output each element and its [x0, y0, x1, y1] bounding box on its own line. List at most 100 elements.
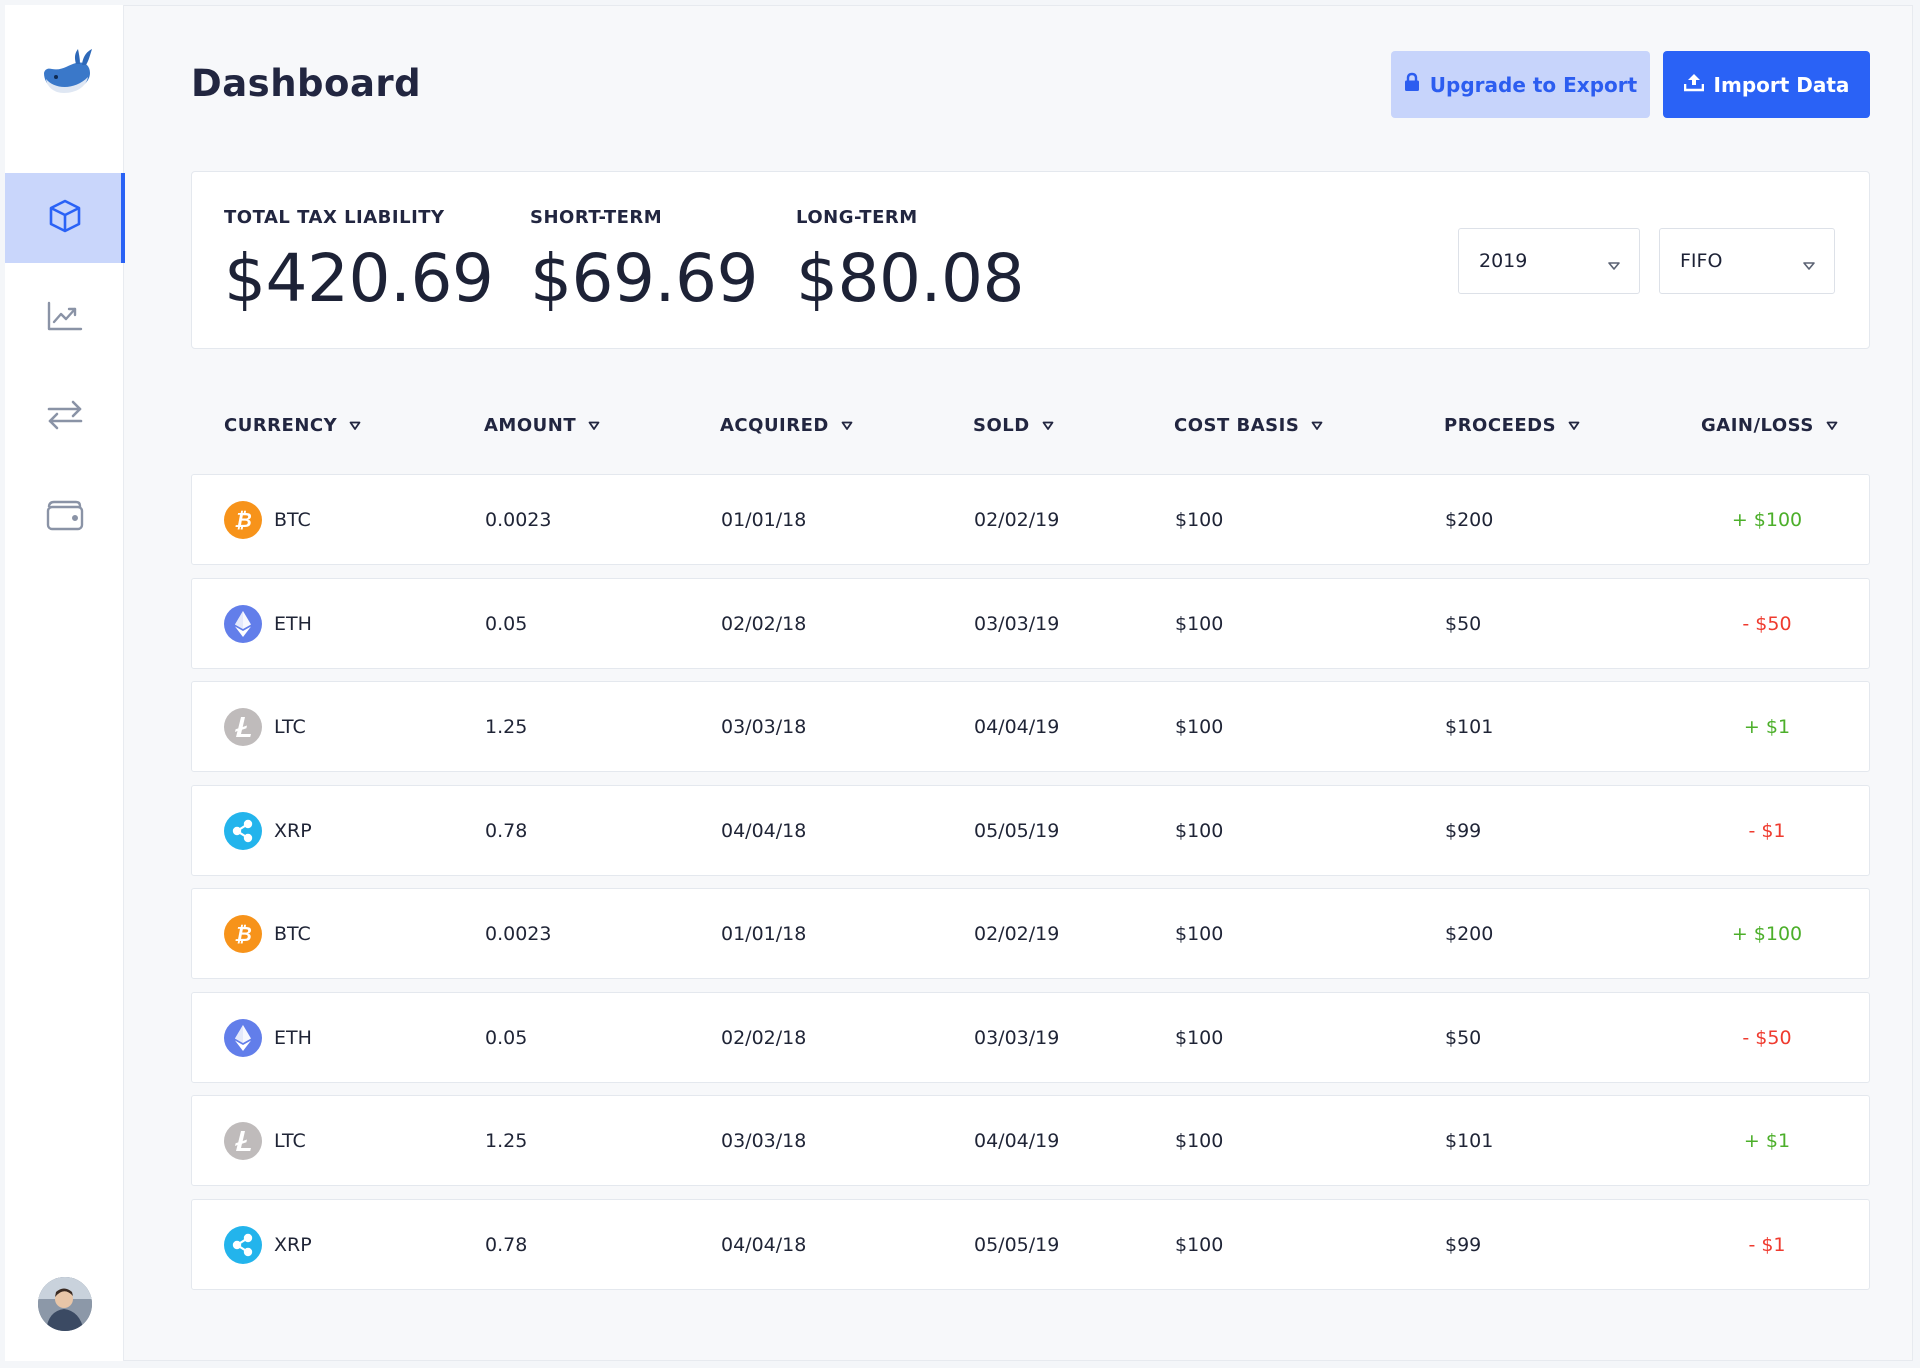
long-term-value: $80.08 [796, 240, 1024, 317]
year-select-value: 2019 [1479, 250, 1528, 272]
sold-cell: 03/03/19 [974, 1026, 1060, 1049]
avatar[interactable] [38, 1277, 92, 1331]
table-row[interactable]: ETH 0.05 02/02/18 03/03/19 $100 $50 - $50 [191, 992, 1870, 1083]
sort-caret-icon [1311, 415, 1323, 436]
short-term-value: $69.69 [530, 240, 758, 317]
cost-basis-cell: $100 [1175, 1026, 1224, 1049]
column-header-cost-basis[interactable]: COST BASIS [1174, 415, 1323, 436]
cost-basis-cell: $100 [1175, 715, 1224, 738]
ltc-coin-icon [224, 1121, 262, 1160]
upgrade-to-export-button[interactable]: Upgrade to Export [1391, 51, 1650, 118]
sort-caret-icon [841, 415, 853, 436]
sort-caret-icon [588, 415, 600, 436]
table-row[interactable]: ETH 0.05 02/02/18 03/03/19 $100 $50 - $50 [191, 578, 1870, 669]
proceeds-cell: $200 [1445, 922, 1494, 945]
column-header-label: PROCEEDS [1444, 415, 1557, 436]
sort-caret-icon [1042, 415, 1054, 436]
chevron-down-icon [1607, 254, 1621, 276]
short-term-label: SHORT-TERM [530, 207, 663, 228]
currency-symbol: LTC [274, 1129, 306, 1152]
table-row[interactable]: XRP 0.78 04/04/18 05/05/19 $100 $99 - $1 [191, 1199, 1870, 1290]
table-row[interactable]: XRP 0.78 04/04/18 05/05/19 $100 $99 - $1 [191, 785, 1870, 876]
sidebar [5, 5, 125, 1361]
acquired-cell: 04/04/18 [721, 1233, 807, 1256]
sold-cell: 02/02/19 [974, 922, 1060, 945]
column-header-proceeds[interactable]: PROCEEDS [1444, 415, 1580, 436]
currency-symbol: XRP [274, 1233, 312, 1256]
gain-loss-cell: + $100 [1731, 922, 1803, 945]
column-header-gain-loss[interactable]: GAIN/LOSS [1701, 415, 1838, 436]
currency-symbol: BTC [274, 922, 311, 945]
upgrade-to-export-label: Upgrade to Export [1429, 72, 1638, 97]
cost-basis-cell: $100 [1175, 922, 1224, 945]
total-tax-liability-metric: TOTAL TAX LIABILITY $420.69 [224, 207, 494, 317]
acquired-cell: 04/04/18 [721, 819, 807, 842]
amount-cell: 0.0023 [485, 922, 552, 945]
chevron-down-icon [1802, 254, 1816, 276]
table-row[interactable]: ₿ BTC 0.0023 01/01/18 02/02/19 $100 $200 + $100 [191, 888, 1870, 979]
year-select[interactable]: 2019 [1458, 228, 1640, 294]
method-select-value: FIFO [1680, 250, 1723, 272]
cube-icon [47, 198, 83, 238]
proceeds-cell: $101 [1445, 715, 1494, 738]
proceeds-cell: $200 [1445, 508, 1494, 531]
total-tax-liability-value: $420.69 [224, 240, 494, 317]
long-term-label: LONG-TERM [796, 207, 918, 228]
sold-cell: 04/04/19 [974, 715, 1060, 738]
amount-cell: 0.05 [485, 612, 528, 635]
amount-cell: 0.05 [485, 1026, 528, 1049]
currency-symbol: ETH [274, 612, 312, 635]
svg-text:₿: ₿ [234, 922, 252, 946]
currency-cell: LTC [224, 1096, 306, 1185]
currency-symbol: BTC [274, 508, 311, 531]
sidebar-item-transactions[interactable] [5, 372, 124, 462]
sold-cell: 03/03/19 [974, 612, 1060, 635]
table-row[interactable]: LTC 1.25 03/03/18 04/04/19 $100 $101 + $1 [191, 1095, 1870, 1186]
amount-cell: 0.78 [485, 819, 528, 842]
sidebar-item-wallets[interactable] [5, 472, 124, 562]
sidebar-item-analytics[interactable] [5, 273, 124, 363]
amount-cell: 0.78 [485, 1233, 528, 1256]
sort-caret-icon [1826, 415, 1838, 436]
amount-cell: 1.25 [485, 1129, 528, 1152]
column-header-amount[interactable]: AMOUNT [484, 415, 600, 436]
wallet-icon [46, 499, 84, 535]
page-title: Dashboard [191, 62, 422, 105]
column-header-label: AMOUNT [484, 415, 577, 436]
sidebar-item-dashboard[interactable] [5, 173, 125, 263]
sort-caret-icon [349, 415, 361, 436]
column-header-sold[interactable]: SOLD [973, 415, 1054, 436]
proceeds-cell: $50 [1445, 1026, 1482, 1049]
method-select[interactable]: FIFO [1659, 228, 1835, 294]
cost-basis-cell: $100 [1175, 819, 1224, 842]
import-data-button[interactable]: Import Data [1663, 51, 1870, 118]
long-term-metric: LONG-TERM $80.08 [796, 207, 1024, 317]
xrp-coin-icon [224, 1225, 262, 1264]
currency-cell: XRP [224, 786, 312, 875]
table-row[interactable]: ₿ BTC 0.0023 01/01/18 02/02/19 $100 $200 + $100 [191, 474, 1870, 565]
currency-symbol: ETH [274, 1026, 312, 1049]
tax-summary-card: TOTAL TAX LIABILITY $420.69 SHORT-TERM $… [191, 171, 1870, 349]
column-header-label: GAIN/LOSS [1701, 415, 1814, 436]
btc-coin-icon: ₿ [224, 914, 262, 953]
cost-basis-cell: $100 [1175, 1233, 1224, 1256]
whale-logo-icon[interactable] [36, 43, 96, 103]
table-row[interactable]: LTC 1.25 03/03/18 04/04/19 $100 $101 + $1 [191, 681, 1870, 772]
acquired-cell: 03/03/18 [721, 715, 807, 738]
gain-loss-cell: - $1 [1748, 1233, 1786, 1256]
column-header-currency[interactable]: CURRENCY [224, 415, 361, 436]
chart-line-icon [47, 301, 83, 335]
acquired-cell: 02/02/18 [721, 612, 807, 635]
proceeds-cell: $101 [1445, 1129, 1494, 1152]
amount-cell: 1.25 [485, 715, 528, 738]
currency-cell: ETH [224, 993, 312, 1082]
import-data-label: Import Data [1713, 72, 1850, 97]
currency-cell: LTC [224, 682, 306, 771]
column-header-acquired[interactable]: ACQUIRED [720, 415, 853, 436]
gain-loss-cell: - $50 [1742, 1026, 1792, 1049]
sort-caret-icon [1568, 415, 1580, 436]
gain-loss-cell: + $1 [1743, 1129, 1791, 1152]
proceeds-cell: $50 [1445, 612, 1482, 635]
proceeds-cell: $99 [1445, 1233, 1482, 1256]
cost-basis-cell: $100 [1175, 1129, 1224, 1152]
